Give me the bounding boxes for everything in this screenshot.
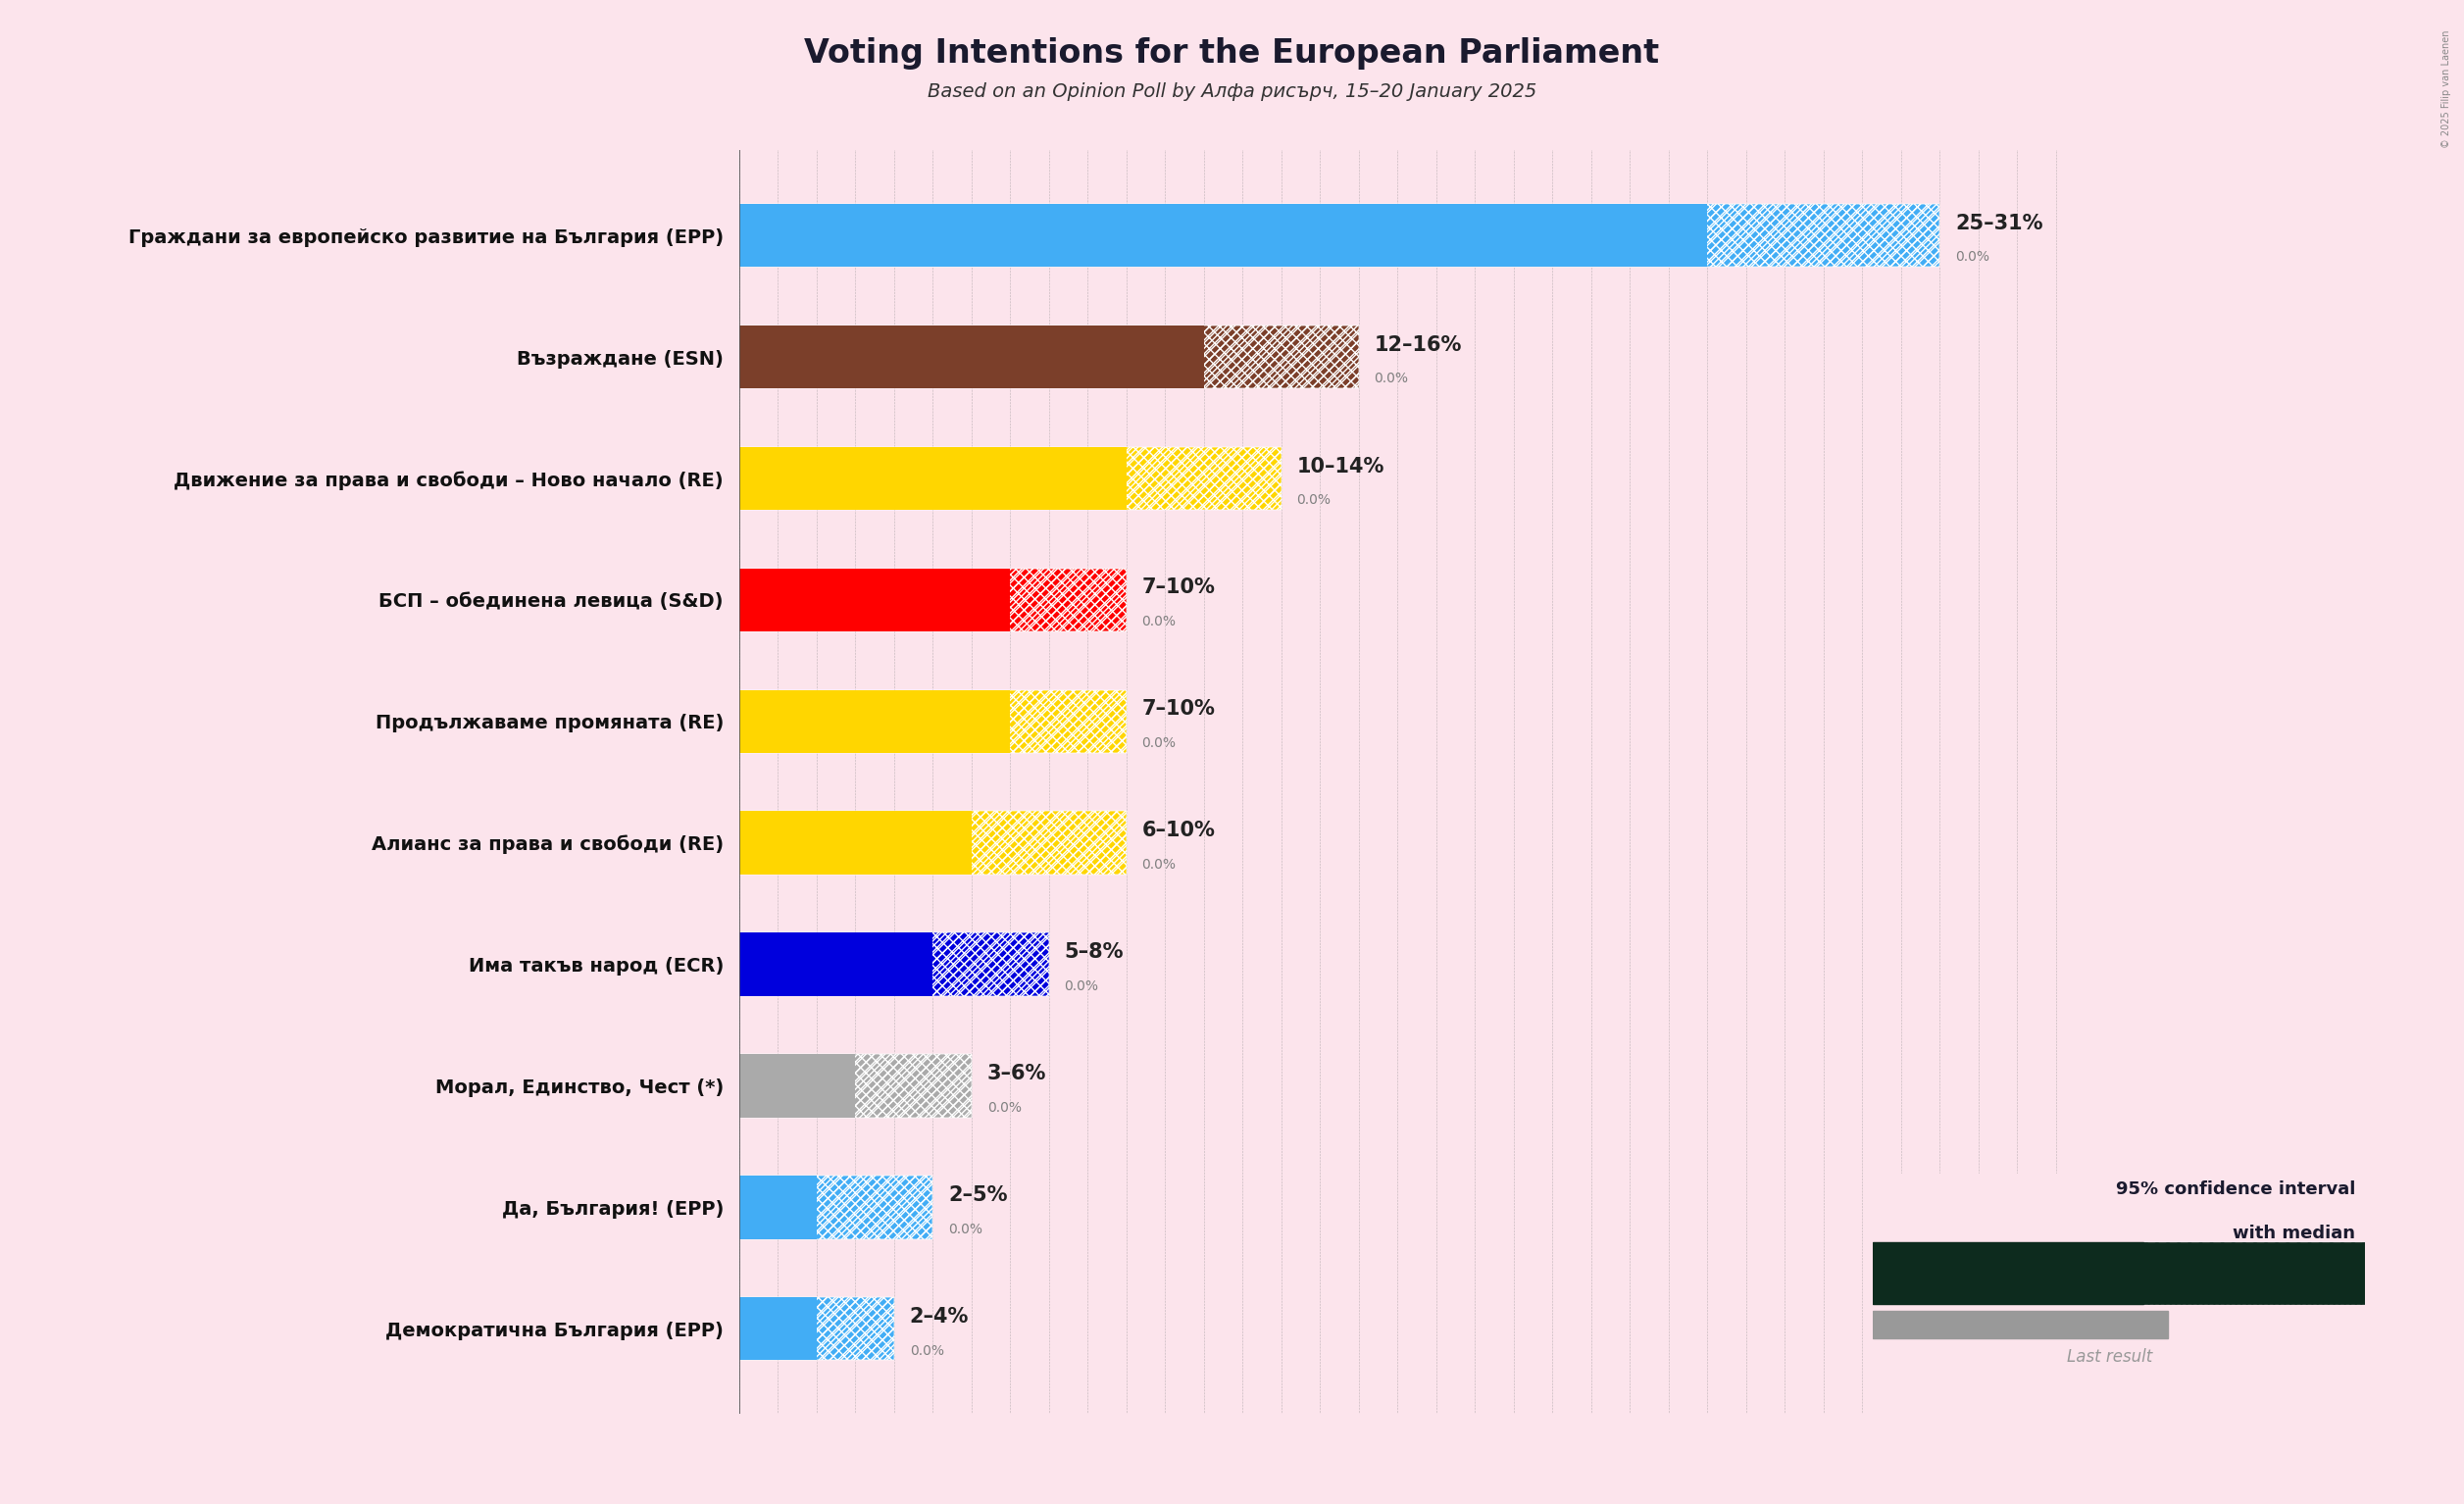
Text: 0.0%: 0.0% xyxy=(909,1343,944,1358)
Bar xyxy=(739,932,1050,996)
Text: 95% confidence interval: 95% confidence interval xyxy=(2117,1181,2356,1197)
Bar xyxy=(739,1054,855,1117)
Text: 5–8%: 5–8% xyxy=(1064,943,1124,963)
Text: 10–14%: 10–14% xyxy=(1296,456,1385,477)
Text: 0.0%: 0.0% xyxy=(1141,857,1175,871)
Text: Based on an Opinion Poll by Алфа рисърч, 15–20 January 2025: Based on an Opinion Poll by Алфа рисърч,… xyxy=(926,83,1538,101)
Bar xyxy=(739,1176,934,1239)
Text: 7–10%: 7–10% xyxy=(1141,699,1215,719)
Bar xyxy=(739,690,1126,754)
Text: 12–16%: 12–16% xyxy=(1375,335,1461,355)
Bar xyxy=(739,1296,894,1360)
Text: 25–31%: 25–31% xyxy=(1954,214,2043,233)
Bar xyxy=(739,447,1281,510)
Text: 0.0%: 0.0% xyxy=(1296,493,1331,507)
Bar xyxy=(739,690,1126,754)
Text: 0.0%: 0.0% xyxy=(1954,251,1988,265)
Bar xyxy=(739,447,1281,510)
Bar xyxy=(739,932,934,996)
Bar xyxy=(739,811,1126,874)
Text: 0.0%: 0.0% xyxy=(949,1223,983,1236)
Bar xyxy=(2144,1242,2365,1304)
Bar xyxy=(739,1054,971,1117)
Bar xyxy=(739,205,1939,268)
Bar xyxy=(739,811,971,874)
Text: 2–5%: 2–5% xyxy=(949,1185,1008,1205)
Bar xyxy=(739,325,1205,388)
Bar xyxy=(739,932,1050,996)
Bar xyxy=(739,1176,816,1239)
Bar xyxy=(739,569,1126,632)
Text: © 2025 Filip van Laenen: © 2025 Filip van Laenen xyxy=(2442,30,2452,149)
Bar xyxy=(739,447,1126,510)
Bar xyxy=(2144,1242,2365,1304)
Text: 0.0%: 0.0% xyxy=(1141,615,1175,629)
Text: 0.0%: 0.0% xyxy=(1141,737,1175,750)
Bar xyxy=(739,1296,816,1360)
Text: with median: with median xyxy=(2232,1224,2356,1242)
Bar xyxy=(739,205,1708,268)
Bar xyxy=(1873,1242,2144,1304)
Bar xyxy=(739,569,1010,632)
Bar xyxy=(739,1176,934,1239)
Text: Voting Intentions for the European Parliament: Voting Intentions for the European Parli… xyxy=(803,38,1661,71)
Text: 2–4%: 2–4% xyxy=(909,1307,968,1327)
Bar xyxy=(739,205,1939,268)
Text: 0.0%: 0.0% xyxy=(988,1101,1020,1114)
Text: 7–10%: 7–10% xyxy=(1141,578,1215,597)
Bar xyxy=(739,690,1010,754)
Text: 3–6%: 3–6% xyxy=(988,1063,1047,1083)
Bar xyxy=(1873,1310,2168,1339)
Bar xyxy=(739,325,1358,388)
Bar xyxy=(739,1054,971,1117)
Text: 0.0%: 0.0% xyxy=(1375,371,1409,385)
Bar xyxy=(739,325,1358,388)
Text: 0.0%: 0.0% xyxy=(1064,979,1099,993)
Text: 6–10%: 6–10% xyxy=(1141,821,1215,841)
Bar xyxy=(739,811,1126,874)
Bar xyxy=(739,569,1126,632)
Text: Last result: Last result xyxy=(2067,1349,2151,1366)
Bar xyxy=(739,1296,894,1360)
